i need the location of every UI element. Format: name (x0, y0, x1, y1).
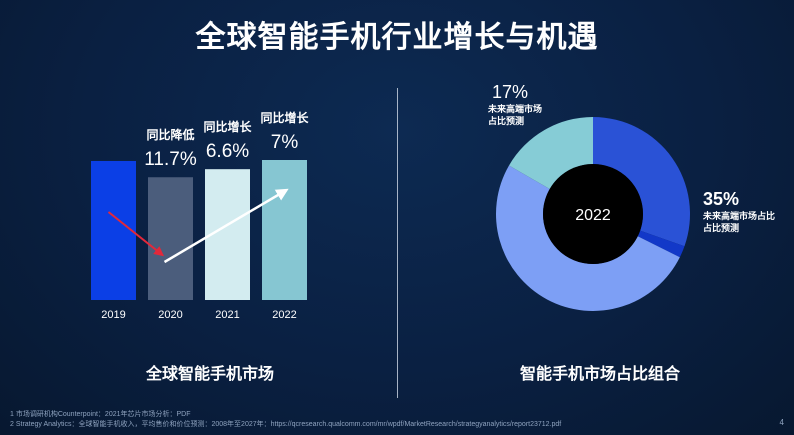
annotation-label-2020: 同比降低 (146, 127, 194, 142)
trend-arrow-up (163, 188, 289, 264)
annotation-value-2021: 6.6% (206, 141, 249, 162)
page-title: 全球智能手机行业增长与机遇 (195, 21, 599, 54)
x-tick-label-2022: 2022 (272, 309, 296, 321)
footnotes: 1 市场调研机构Counterpoint：2021年芯片市场分析：PDF 2 S… (10, 410, 561, 430)
x-tick-label-2019: 2019 (101, 309, 125, 321)
callout-label-right-1: 占比预测 (703, 222, 739, 233)
bar-2019 (91, 160, 136, 300)
donut-chart-caption: 智能手机市场占比组合 (519, 366, 680, 383)
bar-2022 (262, 160, 307, 300)
bar-chart-caption: 全球智能手机市场 (145, 366, 274, 383)
annotation-label-2022: 同比增长 (260, 110, 309, 125)
callout-label-top-0: 未来高端市场 (487, 103, 542, 114)
donut-slice-3 (508, 117, 593, 189)
x-tick-label-2021: 2021 (215, 309, 239, 321)
callout-value-top: 17% (492, 82, 528, 102)
bar-2020 (148, 177, 193, 300)
trend-arrow-down (107, 211, 165, 257)
donut-slice-0 (593, 117, 690, 247)
page-number: 4 (779, 418, 784, 427)
donut-slice-1 (637, 230, 685, 258)
bar-chart: 2019 2020 2021 2022 同比降低 11.7% 同比增长 6.6% 同比增长 7% (91, 110, 309, 321)
annotation-value-2020: 11.7% (144, 149, 197, 170)
donut-slice-2 (495, 165, 680, 312)
callout-label-top-1: 占比预测 (488, 115, 524, 126)
footnote-1: 1 市场调研机构Counterpoint：2021年芯片市场分析：PDF (10, 411, 191, 418)
donut-center-label: 2022 (575, 207, 611, 224)
annotation-label-2021: 同比增长 (203, 119, 252, 134)
callout-label-right-0: 未来高端市场占比 (702, 210, 775, 221)
annotation-value-2022: 7% (271, 132, 299, 153)
x-tick-label-2020: 2020 (158, 309, 182, 321)
footnote-2: 2 Strategy Analytics：全球智能手机收入，平均售价和价位预测：… (10, 421, 562, 428)
callout-value-right: 35% (703, 189, 739, 209)
section-divider (397, 88, 398, 398)
donut-hole (543, 164, 643, 264)
